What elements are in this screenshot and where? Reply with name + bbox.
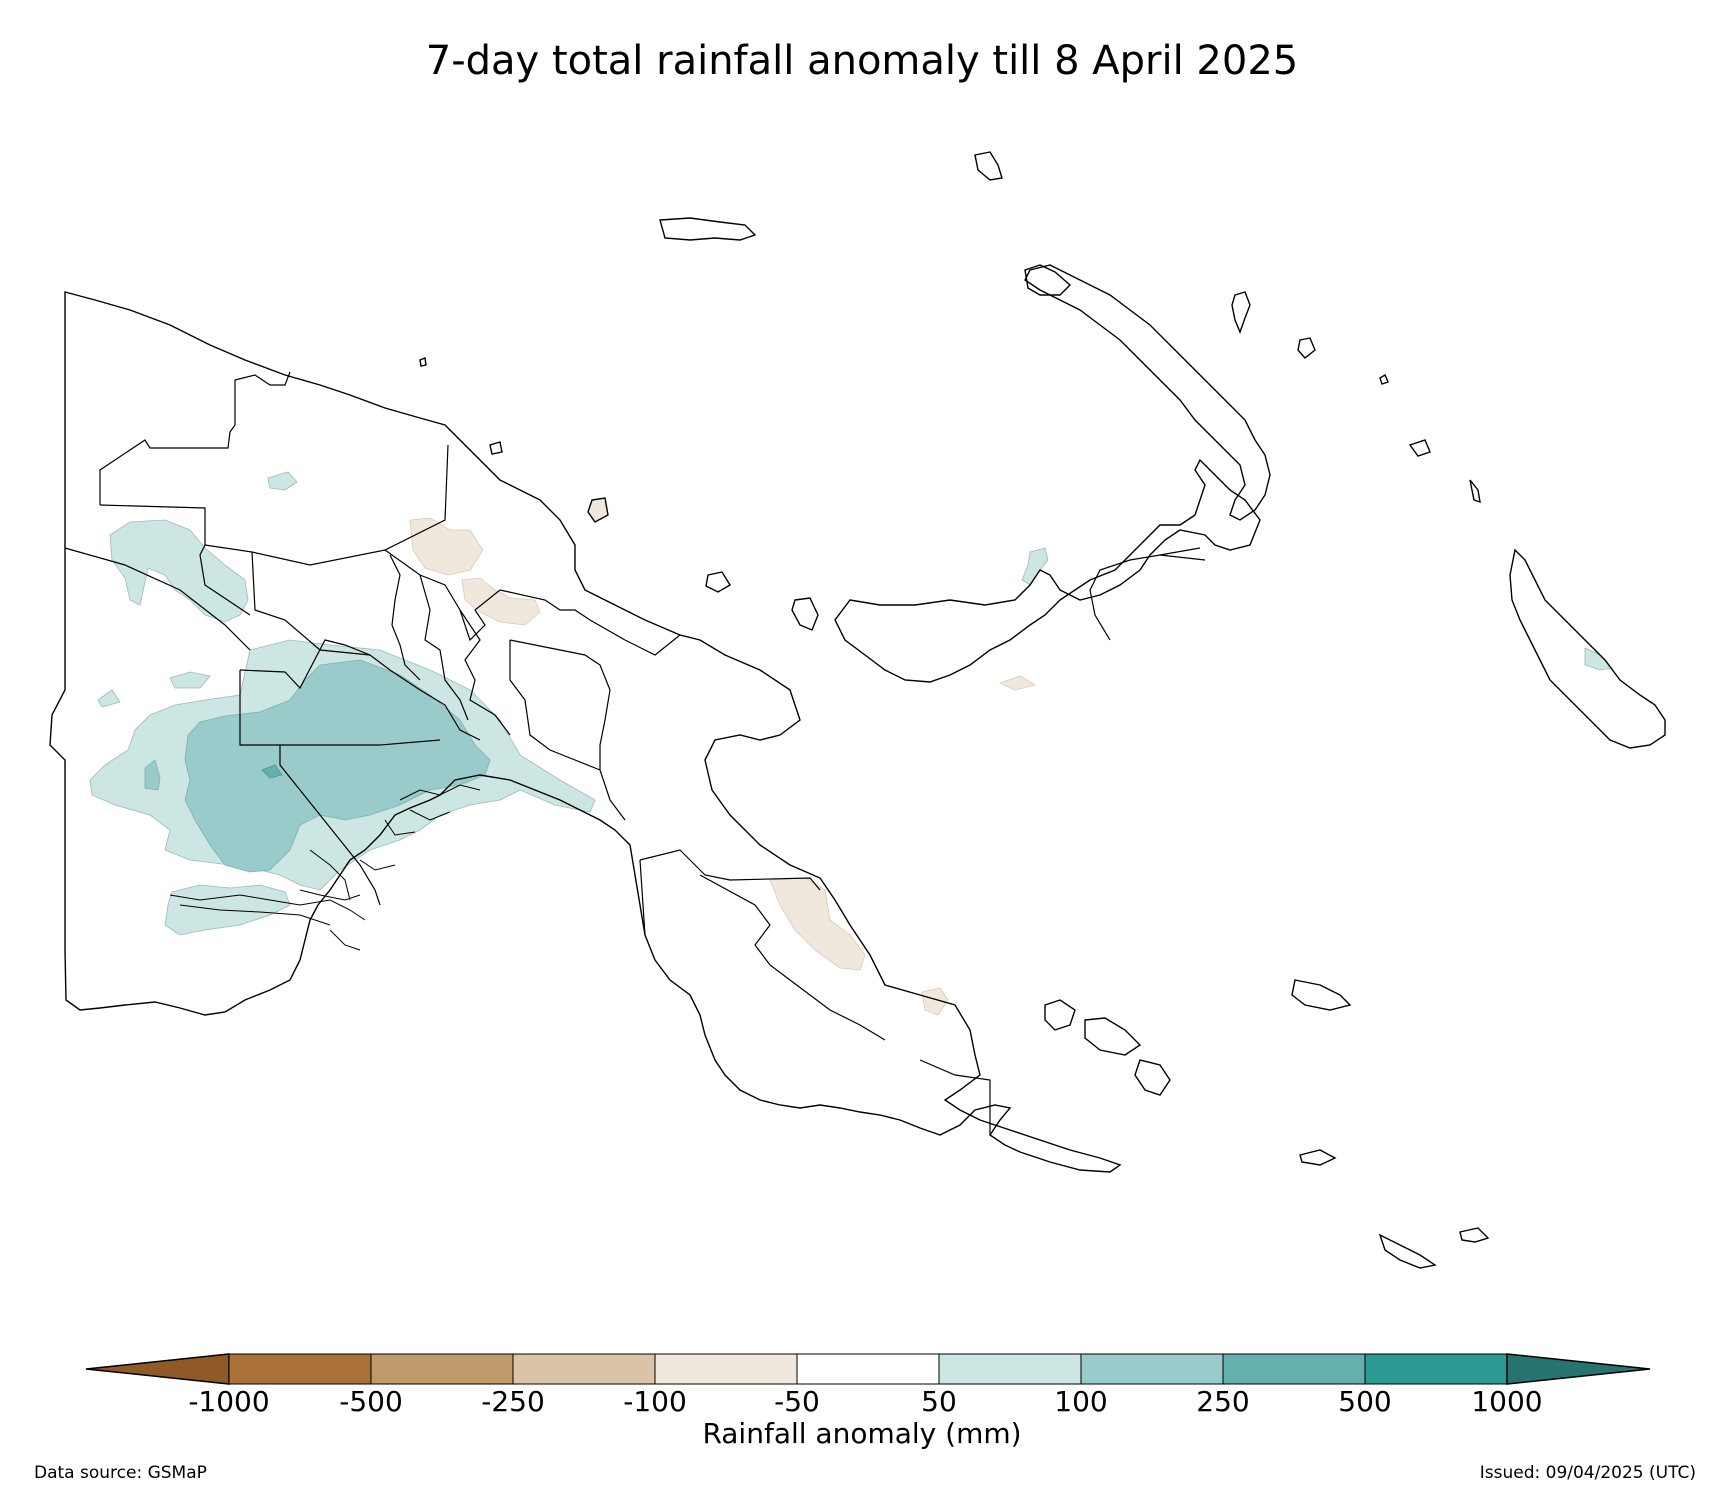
new-hanover-coastline	[1024, 264, 1072, 296]
anomaly-area-minus-50-minus-100	[769, 877, 866, 971]
island-coastline	[1291, 979, 1352, 1011]
colorbar-tick-label: 500	[1338, 1385, 1392, 1418]
anomaly-area-minus-50-minus-100	[998, 675, 1037, 691]
province-boundary	[729, 877, 821, 891]
mainland-coastline	[49, 291, 1122, 1173]
island-coastline	[1084, 1017, 1142, 1056]
province-boundary	[699, 874, 886, 1041]
colorbar-tick-label: 100	[1054, 1385, 1108, 1418]
island-coastline	[1134, 1059, 1171, 1096]
province-boundary	[204, 544, 371, 656]
new-britain-coastline	[834, 458, 1261, 683]
province-boundary	[509, 640, 601, 771]
province-boundaries	[64, 371, 1206, 1135]
colorbar-segment	[1080, 1353, 1224, 1385]
anomaly-area-50-100	[97, 689, 121, 708]
river-delta	[359, 784, 481, 871]
colorbar-tick-label: 1000	[1471, 1385, 1543, 1418]
island-coastline	[419, 357, 427, 367]
anomaly-area-minus-50-minus-100	[409, 517, 484, 576]
anomaly-area-minus-50-minus-100	[461, 577, 541, 626]
province-boundary	[639, 849, 731, 936]
province-boundary	[239, 639, 481, 741]
island-coastline	[1408, 439, 1431, 457]
island-coastline	[489, 441, 503, 455]
colorbar-segment	[370, 1353, 514, 1385]
anomaly-area-50-100	[1584, 647, 1613, 671]
colorbar-extend-low	[85, 1353, 230, 1385]
colorbar-tick-label: -250	[481, 1385, 545, 1418]
province-boundary	[99, 504, 251, 616]
colorbar-tick-label: -500	[339, 1385, 403, 1418]
island-coastline	[705, 571, 731, 593]
colorbar-tick-label: 250	[1196, 1385, 1250, 1418]
island-coastline	[587, 497, 609, 523]
coastlines	[49, 151, 1666, 1269]
island-coastline	[1044, 999, 1076, 1031]
province-boundary	[384, 549, 501, 642]
anomaly-area-250-500	[261, 764, 283, 779]
colorbar-segment	[796, 1353, 940, 1385]
colorbar-tick-label: -100	[623, 1385, 687, 1418]
anomaly-area-100-250	[144, 759, 161, 791]
island-coastline	[1231, 291, 1251, 334]
island-coastline	[1378, 1233, 1437, 1269]
province-boundary	[919, 1059, 991, 1135]
province-boundary	[459, 609, 511, 736]
colorbar-tick-label: -1000	[188, 1385, 270, 1418]
anomaly-area-100-250	[184, 659, 491, 873]
colorbar-segment	[512, 1353, 656, 1385]
island-coastline	[1459, 1227, 1490, 1243]
colorbar-tick-label: -50	[774, 1385, 820, 1418]
province-boundary	[499, 589, 626, 641]
province-boundary	[99, 371, 291, 505]
manus-coastline	[659, 217, 757, 241]
island-coastline	[1379, 373, 1389, 385]
anomaly-area-minus-50-minus-100	[921, 987, 949, 1016]
anomaly-area-50-100	[169, 671, 211, 689]
new-ireland-coastline	[1024, 264, 1271, 521]
province-boundary	[389, 554, 421, 681]
province-boundary	[279, 745, 381, 906]
colorbar-segment	[1364, 1353, 1508, 1385]
colorbar-segment	[228, 1353, 372, 1385]
colorbar-extend-high	[1506, 1353, 1651, 1385]
island-coastline	[974, 151, 1003, 181]
bougainville-coastline	[1509, 548, 1666, 749]
river-delta	[169, 849, 366, 951]
data-source-note: Data source: GSMaP	[34, 1463, 207, 1483]
province-boundary	[64, 547, 251, 651]
anomaly-shading	[89, 471, 1613, 1016]
province-boundary	[624, 634, 681, 656]
island-coastline	[1299, 1149, 1337, 1166]
province-boundary	[1159, 554, 1206, 561]
map-title: 7-day total rainfall anomaly till 8 Apri…	[425, 38, 1299, 84]
island-coastline	[1297, 337, 1316, 359]
issued-date-note: Issued: 09/04/2025 (UTC)	[1479, 1463, 1696, 1483]
colorbar-label: Rainfall anomaly (mm)	[702, 1417, 1022, 1450]
anomaly-area-50-100	[109, 519, 249, 623]
colorbar-segment	[654, 1353, 798, 1385]
colorbar-segment	[938, 1353, 1082, 1385]
province-boundary	[419, 574, 469, 721]
colorbar-tick-label: 50	[921, 1385, 957, 1418]
anomaly-area-50-100	[267, 471, 298, 491]
province-boundary	[509, 639, 626, 821]
island-coastline	[791, 597, 819, 631]
island-coastline	[1469, 479, 1481, 504]
colorbar-segment	[1222, 1353, 1366, 1385]
